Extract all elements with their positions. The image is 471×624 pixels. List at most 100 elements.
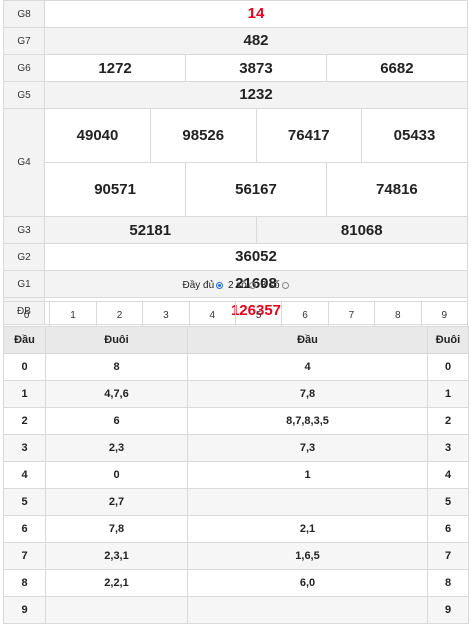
prize-number-group: 52181 81068	[44, 216, 468, 244]
head-values	[187, 488, 428, 516]
table-row: 1 4,7,6 7,8 1	[3, 380, 469, 408]
table-row: 9 9	[3, 596, 469, 624]
digit-filter-5[interactable]: 5	[234, 301, 283, 329]
digit-cell: 9	[3, 596, 46, 624]
digit-cell: 4	[427, 461, 469, 489]
digit-cell: 0	[427, 353, 469, 381]
digit-cell: 6	[3, 515, 46, 543]
table-row: 6 7,8 2,1 6	[3, 515, 469, 543]
digit-filter-1[interactable]: 1	[49, 301, 97, 329]
tail-values: 2,3	[45, 434, 188, 462]
digit-filter-3[interactable]: 3	[142, 301, 190, 329]
option-full-label: Đầy đủ	[182, 280, 215, 291]
prize-value: 21608	[235, 275, 277, 292]
digit-cell: 5	[427, 488, 469, 516]
prize-number: 1232	[44, 81, 468, 109]
prize-row-g1: G1 21608	[3, 270, 468, 298]
radio-two-digits[interactable]	[248, 282, 256, 289]
option-full[interactable]: Đầy đủ	[182, 280, 224, 291]
option-three-digits[interactable]: 3 số	[261, 280, 289, 291]
head-values: 7,8	[187, 380, 428, 408]
radio-three-digits[interactable]	[281, 282, 289, 289]
prize-label: G5	[3, 81, 45, 109]
digit-cell: 3	[427, 434, 469, 462]
option-three-label: 3 số	[260, 280, 280, 291]
option-two-digits[interactable]: 2 số	[228, 280, 256, 291]
prize-row-g6: G6 1272 3873 6682	[3, 54, 468, 82]
tail-values: 7,8	[45, 515, 188, 543]
prize-row-g2: G2 36052	[3, 243, 468, 271]
prize-label: G8	[3, 0, 45, 28]
digit-cell: 0	[3, 353, 46, 381]
digit-cell: 1	[427, 380, 469, 408]
prize-value: 81068	[255, 217, 467, 243]
prize-label: G6	[3, 54, 45, 82]
prize-value: 76417	[255, 109, 362, 162]
digit-cell: 4	[3, 461, 46, 489]
table-row: 5 2,7 5	[3, 488, 469, 516]
head-tail-table: Đầu Đuôi Đầu Đuôi 0 8 4 0 1 4,7,6 7,8 1 …	[3, 326, 469, 624]
prize-label: G4	[3, 108, 45, 217]
table-row: 0 8 4 0	[3, 353, 469, 381]
table-row: 8 2,2,1 6,0 8	[3, 569, 469, 597]
prize-number: 14	[44, 0, 468, 28]
head-column-header: Đầu	[187, 326, 428, 354]
head-values: 1	[187, 461, 428, 489]
digit-cell: 5	[3, 488, 46, 516]
digit-filter-6[interactable]: 6	[281, 301, 329, 329]
tail-values: 8	[45, 353, 188, 381]
digit-filter-0[interactable]: 0	[2, 301, 51, 329]
head-values: 6,0	[187, 569, 428, 597]
table-row: 3 2,3 7,3 3	[3, 434, 469, 462]
prize-value: 56167	[185, 162, 327, 216]
head-values: 8,7,8,3,5	[187, 407, 428, 435]
digit-filter-bar: 0 1 2 3 4 5 6 7 8 9	[2, 301, 469, 329]
prize-value: 90571	[45, 162, 186, 216]
digit-filter-4[interactable]: 4	[188, 301, 236, 329]
digit-cell: 2	[427, 407, 469, 435]
prize-value: 1232	[239, 86, 273, 103]
digit-filter-2[interactable]: 2	[95, 301, 144, 329]
option-two-label: 2 số	[227, 280, 247, 291]
prize-number: 36052	[44, 243, 468, 271]
tail-values: 0	[45, 461, 188, 489]
tail-values: 4,7,6	[45, 380, 188, 408]
prize-value: 52181	[129, 221, 172, 239]
prize-label: G1	[3, 270, 45, 298]
digit-cell: 9	[427, 596, 469, 624]
tail-column-header: Đuôi	[427, 326, 469, 354]
tail-values: 6	[45, 407, 188, 435]
prize-row-g4: G4 49040 98526 76417 05433 90571 56167 7…	[3, 108, 468, 217]
tail-values: 2,7	[45, 488, 188, 516]
prize-value: 3873	[185, 55, 327, 81]
results-table: G8 14 G7 482 G6 1272 3873 6682 G5 1232 G…	[3, 0, 468, 325]
table-row: 2 6 8,7,8,3,5 2	[3, 407, 469, 435]
radio-full[interactable]	[216, 282, 224, 289]
prize-row-g5: G5 1232	[3, 81, 468, 109]
prize-value: 6682	[325, 55, 467, 81]
prize-number-group: 1272 3873 6682	[44, 54, 468, 82]
digit-cell: 8	[3, 569, 46, 597]
display-options: Đầy đủ 2 số 3 số	[0, 280, 471, 291]
tail-values	[45, 596, 188, 624]
prize-value: 36052	[235, 248, 277, 265]
table-row: 7 2,3,1 1,6,5 7	[3, 542, 469, 570]
tail-values: 2,3,1	[45, 542, 188, 570]
prize-value: 49040	[76, 127, 119, 144]
prize-row-g3: G3 52181 81068	[3, 216, 468, 244]
prize-row-g7: G7 482	[3, 27, 468, 55]
head-values	[187, 596, 428, 624]
digit-cell: 7	[3, 542, 46, 570]
head-column-header: Đầu	[3, 326, 46, 354]
digit-cell: 2	[3, 407, 46, 435]
digit-cell: 1	[3, 380, 46, 408]
digit-filter-9[interactable]: 9	[420, 301, 469, 329]
digit-filter-8[interactable]: 8	[374, 301, 422, 329]
tail-column-header: Đuôi	[45, 326, 188, 354]
table-row: 4 0 1 4	[3, 461, 469, 489]
prize-number: 21608	[44, 270, 468, 298]
prize-value: 482	[243, 32, 269, 49]
digit-filter-7[interactable]: 7	[327, 301, 376, 329]
digit-cell: 7	[427, 542, 469, 570]
prize-label: G2	[3, 243, 45, 271]
